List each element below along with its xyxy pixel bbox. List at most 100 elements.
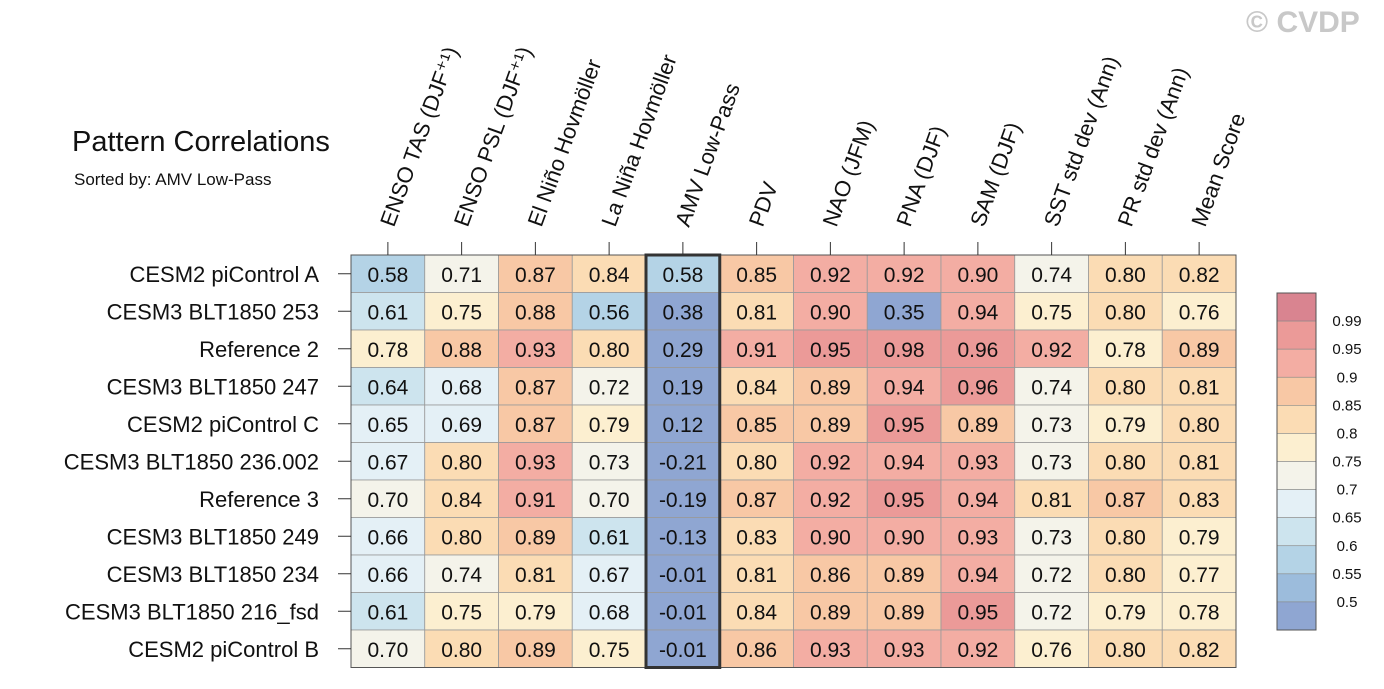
cell-value-label: 0.88	[515, 301, 556, 324]
heatmap-cell	[498, 592, 573, 631]
cell-value-label: 0.83	[736, 526, 777, 549]
colorbar-tick-label: 0.55	[1332, 566, 1361, 583]
heatmap-cell	[719, 367, 794, 406]
heatmap-cell	[645, 442, 721, 481]
cell-value-label: 0.89	[515, 526, 556, 549]
colorbar-tick-label: 0.7	[1337, 482, 1358, 499]
row-label: CESM3 BLT1850 236.002	[64, 449, 319, 474]
cell-value-label: 0.68	[589, 601, 630, 624]
colorbar-swatch	[1276, 489, 1317, 518]
colorbar-swatch	[1276, 461, 1317, 490]
heatmap-cell	[866, 592, 942, 631]
cell-value-label: 0.90	[810, 526, 851, 549]
column-label: SST std dev (Ann)	[1039, 53, 1124, 230]
cell-value-label: 0.70	[589, 489, 630, 512]
cell-value-label: 0.81	[1031, 489, 1072, 512]
cell-value-label: 0.84	[736, 376, 777, 399]
cell-value-label: 0.95	[957, 601, 998, 624]
cell-value-label: 0.84	[441, 489, 482, 512]
heatmap-cell	[571, 554, 647, 593]
colorbar-swatch	[1276, 320, 1317, 350]
heatmap-cell	[1088, 554, 1163, 593]
row-label: CESM2 piControl C	[127, 412, 319, 437]
cell-value-label: 0.89	[515, 639, 556, 662]
cell-value-label: 0.56	[589, 301, 630, 324]
cell-value-label: 0.95	[884, 414, 925, 437]
cell-value-label: 0.76	[1179, 301, 1220, 324]
cell-value-label: 0.68	[441, 376, 482, 399]
row-label: CESM3 BLT1850 247	[107, 374, 319, 399]
cell-value-label: 0.79	[1105, 601, 1146, 624]
heatmap-cell	[1161, 554, 1237, 593]
heatmap-cell	[424, 367, 499, 406]
cell-value-label: 0.72	[1031, 601, 1072, 624]
cell-value-label: 0.66	[367, 526, 408, 549]
cell-value-label: 0.88	[441, 339, 482, 362]
cell-value-label: 0.92	[884, 264, 925, 287]
row-label: CESM3 BLT1850 234	[107, 562, 319, 587]
column-label: El Niño Hovmöller	[523, 56, 607, 230]
heatmap-cell	[793, 367, 868, 406]
heatmap-cell	[424, 629, 499, 668]
heatmap-cell	[1014, 517, 1089, 556]
cell-value-label: 0.90	[884, 526, 925, 549]
heatmap-cell	[571, 479, 647, 518]
heatmap-cell	[1161, 479, 1237, 518]
row-label: CESM2 piControl B	[128, 637, 319, 662]
heatmap-cell	[940, 592, 1016, 631]
row-label: Reference 3	[199, 487, 319, 512]
cell-value-label: -0.01	[659, 564, 707, 587]
cell-value-label: 0.79	[515, 601, 556, 624]
cell-value-label: 0.89	[957, 414, 998, 437]
heatmap-cell	[645, 592, 721, 631]
cell-value-label: 0.93	[515, 451, 556, 474]
cell-value-label: 0.70	[367, 639, 408, 662]
cell-value-label: 0.81	[736, 301, 777, 324]
cell-value-label: 0.79	[1105, 414, 1146, 437]
heatmap-cell	[1088, 592, 1163, 631]
cell-value-label: 0.84	[589, 264, 630, 287]
column-label: La Niña Hovmöller	[596, 51, 681, 230]
row-label: CESM3 BLT1850 253	[107, 299, 319, 324]
cell-value-label: 0.61	[367, 601, 408, 624]
heatmap-cell	[940, 629, 1016, 668]
cell-value-label: 0.80	[1105, 301, 1146, 324]
heatmap-cell	[719, 554, 794, 593]
row-label: CESM3 BLT1850 216_fsd	[65, 599, 319, 624]
cell-value-label: 0.75	[441, 301, 482, 324]
cell-value-label: 0.96	[957, 376, 998, 399]
cell-value-label: 0.78	[1105, 339, 1146, 362]
cell-value-label: 0.89	[810, 601, 851, 624]
heatmap-cell	[1014, 367, 1089, 406]
colorbar-swatch	[1276, 292, 1317, 322]
heatmap-cell	[350, 442, 426, 481]
watermark: © CVDP	[1246, 6, 1360, 39]
heatmap-cell	[866, 254, 942, 293]
cell-value-label: 0.93	[957, 451, 998, 474]
cell-value-label: 0.67	[367, 451, 408, 474]
cell-value-label: 0.69	[441, 414, 482, 437]
cell-value-label: 0.80	[441, 639, 482, 662]
heatmap-cell	[1088, 292, 1163, 331]
cell-value-label: 0.73	[1031, 526, 1072, 549]
colorbar-tick-label: 0.95	[1332, 341, 1361, 358]
cell-value-label: 0.93	[810, 639, 851, 662]
column-label: Mean Score	[1186, 110, 1250, 230]
cell-value-label: 0.80	[1105, 526, 1146, 549]
row-label: CESM3 BLT1850 249	[107, 524, 319, 549]
heatmap-cell	[571, 404, 647, 443]
column-label: PDV	[744, 178, 783, 229]
cell-value-label: 0.78	[367, 339, 408, 362]
cell-value-label: 0.86	[810, 564, 851, 587]
heatmap-cell	[424, 442, 499, 481]
cell-value-label: 0.83	[1179, 489, 1220, 512]
colorbar-tick-label: 0.75	[1332, 454, 1361, 471]
heatmap-cell	[866, 629, 942, 668]
cell-value-label: 0.19	[662, 376, 703, 399]
heatmap-cell	[719, 517, 794, 556]
heatmap-cell	[350, 367, 426, 406]
cell-value-label: 0.94	[957, 489, 998, 512]
colorbar-swatch	[1276, 433, 1317, 462]
colorbar-tick-label: 0.8	[1337, 425, 1358, 442]
heatmap-cell	[1161, 517, 1237, 556]
